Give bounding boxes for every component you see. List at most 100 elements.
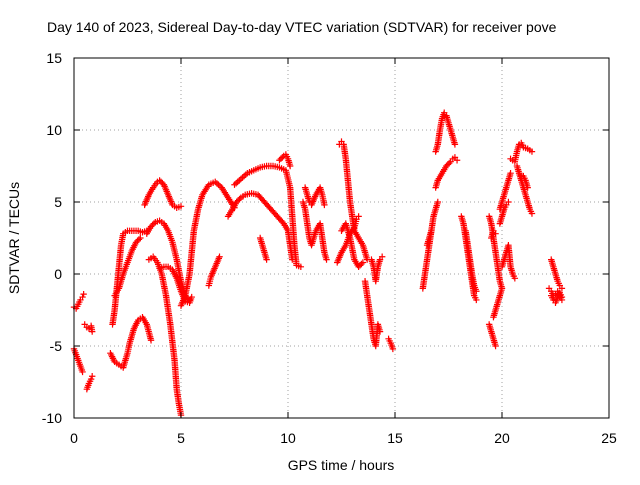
data-point [528,148,536,155]
data-point [446,159,453,167]
data-point [177,203,185,210]
data-point [234,178,241,186]
data-point [135,236,143,243]
y-tick-label: 10 [46,122,62,138]
data-point [137,234,144,242]
data-point [389,345,397,353]
data-point [87,375,95,383]
data-point [473,296,480,304]
data-point [239,174,246,181]
series-t11 [156,263,195,306]
data-point [88,373,96,380]
chart-title: Day 140 of 2023, Sidereal Day-to-day VTE… [47,19,557,35]
series-t1 [70,290,87,312]
series-t29 [432,154,461,191]
series-t13 [205,253,223,289]
data-point [473,288,480,295]
data-point [188,293,195,301]
data-point [231,181,238,188]
data-point [286,162,294,170]
series-t32 [485,321,499,350]
series-t42 [548,256,566,292]
series-t19 [301,184,328,209]
data-point [132,239,140,246]
series-t36 [496,170,514,213]
series-t7 [111,234,144,299]
data-point [279,218,286,226]
series-t2 [70,345,86,376]
series-t39 [513,162,536,217]
x-tick-label: 15 [387,430,403,446]
data-point [240,172,248,180]
series-t27 [423,227,435,249]
data-point [528,210,536,217]
x-axis-label: GPS time / hours [288,457,395,473]
data-point [134,237,141,245]
data-point [443,162,450,170]
data-point [263,256,270,263]
series-t22 [338,220,367,270]
data-point [355,263,362,270]
series-t23 [361,278,384,350]
series-t33 [485,213,506,321]
plot-frame [73,57,610,419]
x-tick-label: 25 [601,430,617,446]
data-point [149,221,156,229]
data-point [216,253,223,260]
series-t5 [107,314,155,371]
data-point [492,230,499,237]
data-point [434,198,441,206]
series-t38 [507,139,536,165]
data-point [279,154,286,161]
y-tick-label: 15 [46,50,62,66]
series-t26 [419,198,441,292]
series-t17 [256,234,270,263]
series-t34 [488,227,499,242]
data-point [359,259,367,266]
series-t40 [515,170,531,191]
series-t28 [432,109,459,155]
data-point [147,223,155,230]
series-t43 [548,289,566,306]
series-t31 [462,227,480,295]
data-point [276,157,283,164]
data-point [558,293,566,301]
data-point [444,161,451,168]
series-t8 [141,177,185,211]
data-point [297,263,305,270]
data-point [147,337,155,344]
series-t18 [299,198,330,263]
data-point [492,342,499,350]
data-point [451,141,459,148]
series-t24 [368,253,386,285]
series-t20 [336,138,371,263]
series-t12 [177,178,238,309]
data-point [511,275,519,282]
data-point [79,368,86,376]
series-t6 [109,227,150,328]
series-t4 [83,373,96,393]
series-t37 [498,242,519,282]
data-point [80,290,87,298]
data-point [507,170,514,177]
x-tick-label: 5 [177,430,185,446]
data-point [453,157,461,164]
y-tick-label: 5 [54,194,62,210]
data-point [232,180,240,187]
data-point [428,227,435,234]
data-point [378,253,386,260]
data-point [356,262,364,269]
x-tick-label: 10 [280,430,296,446]
data-point [323,256,330,263]
data-point [236,195,243,203]
data-point [524,184,531,191]
data-point [355,213,362,220]
data-point [233,198,240,206]
data-point [213,180,221,187]
series-t3 [81,321,96,335]
data-point [88,328,96,335]
y-tick-label: -10 [42,410,62,426]
series-t14 [224,190,296,263]
